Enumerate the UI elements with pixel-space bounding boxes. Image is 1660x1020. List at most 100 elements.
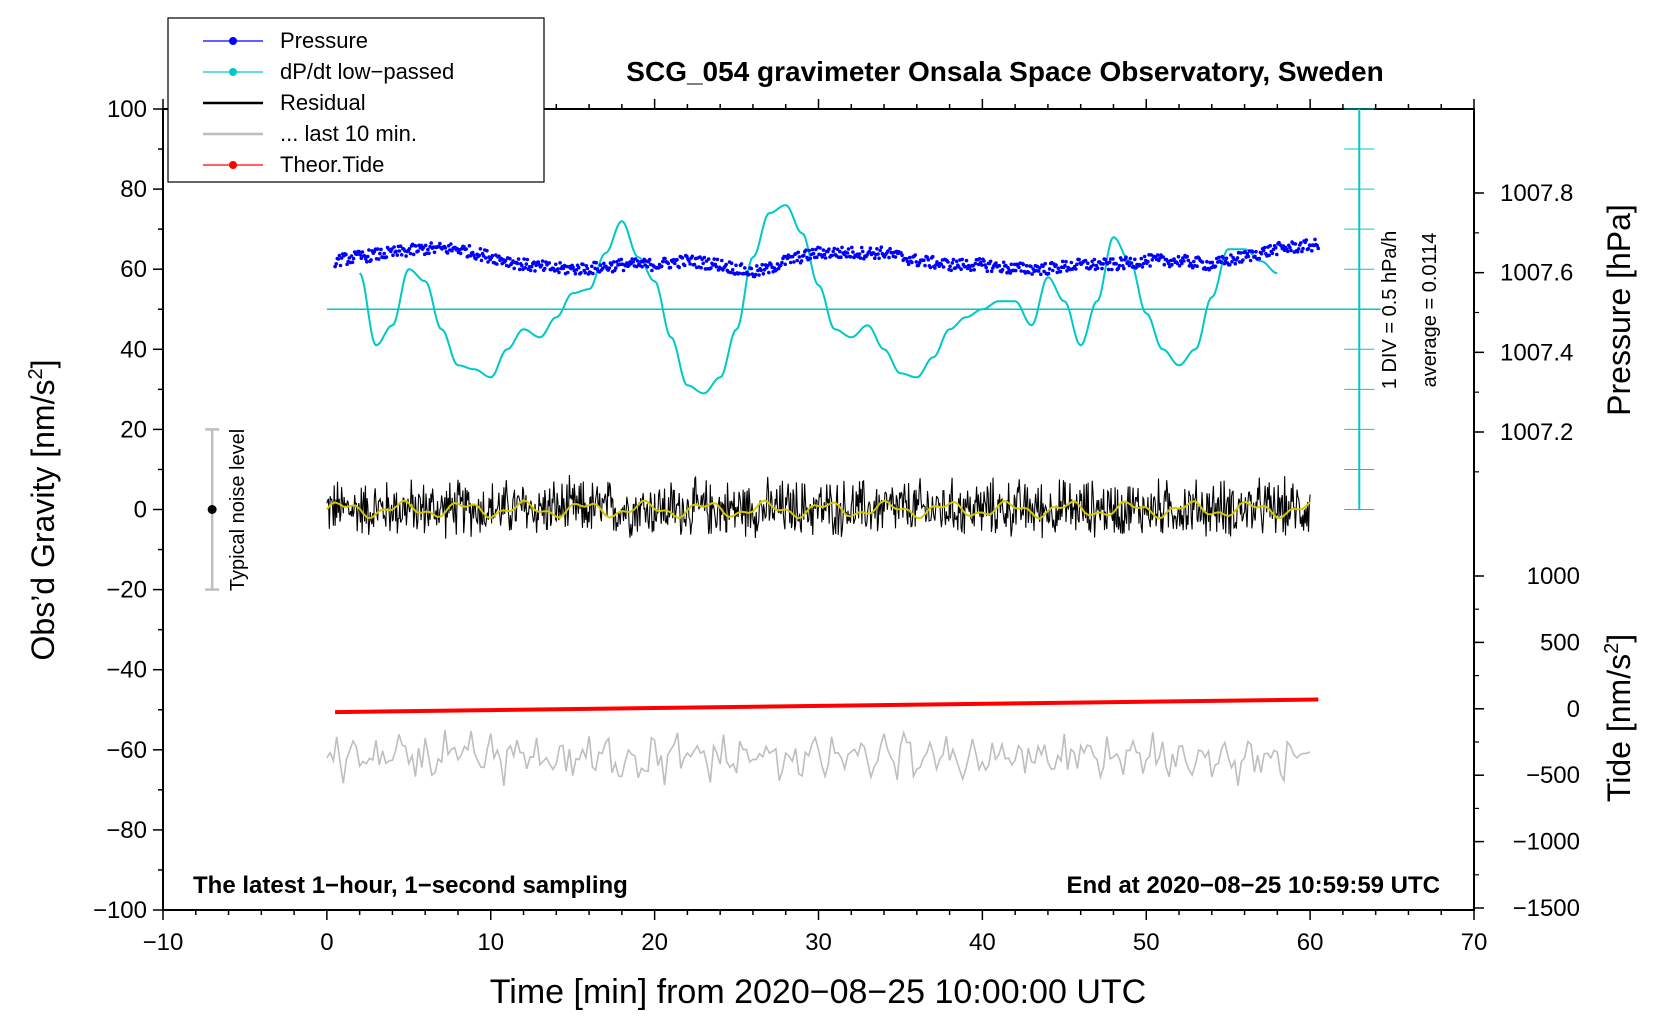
pressure-point	[1027, 270, 1031, 275]
pressure-point	[724, 262, 728, 267]
pressure-point	[1268, 243, 1272, 248]
pressure-point	[950, 261, 955, 265]
pressure-point	[886, 249, 890, 253]
pressure-point	[907, 255, 912, 260]
pressure-point	[470, 250, 475, 255]
pressure-point	[1037, 266, 1042, 270]
y-tick-label-left: −20	[106, 577, 147, 604]
y-axis-label-tide-sup: 2	[1601, 643, 1623, 654]
pressure-point	[1030, 272, 1034, 276]
pressure-point	[1139, 256, 1144, 261]
pressure-point	[485, 248, 489, 253]
pressure-point	[1142, 254, 1147, 259]
pressure-point	[692, 262, 697, 267]
pressure-point	[1235, 256, 1240, 260]
pressure-point	[1161, 255, 1165, 259]
pressure-point	[1288, 245, 1292, 250]
pressure-point	[1036, 269, 1041, 273]
tide-tick-label: 0	[1567, 696, 1580, 723]
pressure-point	[734, 263, 738, 268]
pressure-point	[757, 273, 761, 277]
pressure-point	[737, 271, 742, 276]
pressure-point	[556, 267, 560, 271]
pressure-point	[1001, 260, 1006, 265]
pressure-point	[377, 257, 381, 261]
pressure-point	[811, 251, 816, 256]
pressure-point	[408, 251, 413, 256]
pressure-point	[426, 247, 430, 252]
pressure-tick-label: 1007.6	[1500, 260, 1573, 287]
pressure-point	[590, 264, 594, 269]
pressure-point	[1316, 246, 1321, 251]
pressure-point	[1241, 258, 1245, 262]
pressure-point	[1091, 263, 1096, 267]
pressure-point	[566, 270, 570, 275]
pressure-point	[743, 266, 747, 270]
pressure-point	[851, 250, 855, 254]
pressure-point	[576, 265, 581, 270]
pressure-point	[857, 252, 862, 256]
pressure-point	[729, 261, 734, 266]
pressure-point	[1133, 257, 1137, 262]
pressure-point	[467, 244, 472, 248]
pressure-point	[573, 271, 578, 276]
y-tick-label-left: −80	[106, 817, 147, 844]
pressure-point	[1299, 241, 1303, 245]
pressure-point	[997, 263, 1002, 268]
y-tick-label-left: 80	[120, 176, 147, 203]
pressure-point	[449, 242, 453, 246]
pressure-point	[893, 255, 898, 259]
y-tick-label-left: −60	[106, 737, 147, 764]
pressure-point	[1270, 251, 1275, 256]
pressure-tick-label: 1007.2	[1500, 419, 1573, 446]
pressure-point	[675, 257, 679, 262]
pressure-point	[517, 267, 522, 272]
pressure-point	[1128, 256, 1133, 261]
pressure-point	[478, 247, 483, 251]
pressure-point	[1107, 260, 1112, 265]
pressure-point	[631, 260, 636, 264]
pressure-point	[804, 248, 808, 252]
pressure-point	[948, 264, 952, 269]
pressure-point	[795, 258, 799, 263]
pressure-point	[1119, 258, 1124, 262]
pressure-point	[484, 256, 488, 260]
y-axis-label-left: Obs’d Gravity [nm/s2]	[25, 360, 61, 661]
pressure-point	[357, 249, 361, 254]
pressure-point	[906, 262, 911, 267]
pressure-point	[1110, 267, 1114, 272]
chart-title: SCG_054 gravimeter Onsala Space Observat…	[626, 56, 1383, 87]
pressure-point	[1248, 258, 1253, 263]
pressure-point	[767, 270, 771, 275]
pressure-point	[835, 247, 840, 252]
pressure-point	[730, 268, 735, 272]
pressure-point	[1176, 254, 1181, 259]
pressure-point	[984, 265, 988, 270]
pressure-point	[650, 268, 654, 273]
pressure-point	[971, 264, 975, 268]
pressure-point	[609, 263, 614, 267]
pressure-point	[524, 262, 529, 266]
pressure-point	[1039, 272, 1043, 277]
pressure-point	[913, 253, 917, 257]
pressure-point	[583, 270, 588, 275]
pressure-point	[1029, 264, 1033, 269]
pressure-point	[432, 250, 437, 255]
x-axis-label: Time [min] from 2020−08−25 10:00:00 UTC	[490, 973, 1146, 1011]
pressure-point	[876, 252, 880, 256]
pressure-point	[994, 261, 998, 265]
pressure-point	[398, 244, 403, 248]
pressure-point	[474, 257, 478, 261]
pressure-point	[399, 253, 404, 257]
y-tick-label-left: −100	[93, 897, 147, 924]
pressure-point	[349, 254, 354, 258]
pressure-point	[687, 259, 691, 263]
pressure-point	[533, 269, 537, 273]
pressure-point	[1300, 249, 1304, 254]
y-tick-label-left: −40	[106, 657, 147, 684]
pressure-point	[443, 246, 448, 250]
pressure-point	[1086, 261, 1090, 266]
pressure-point	[900, 253, 904, 257]
pressure-point	[1106, 267, 1111, 272]
pressure-point	[949, 268, 953, 273]
